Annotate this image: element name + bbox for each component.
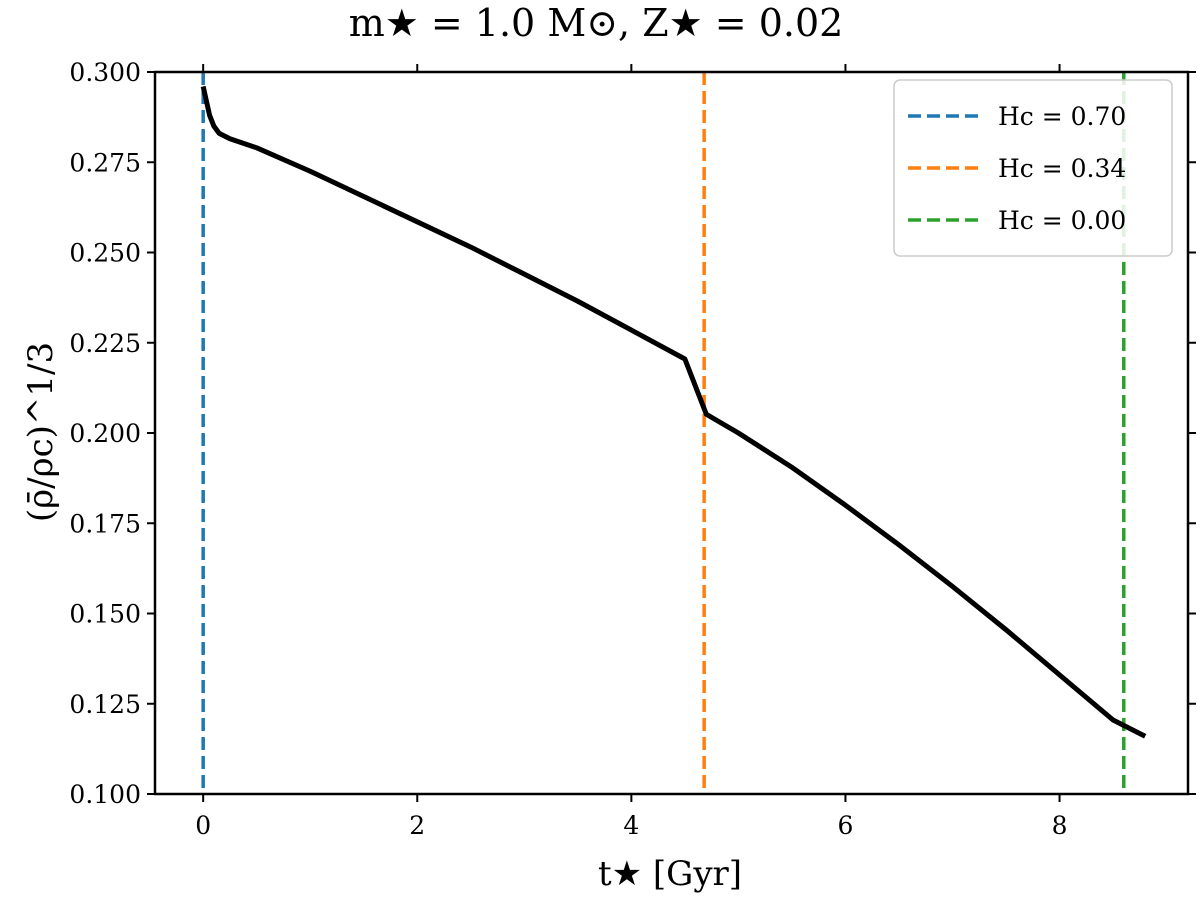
y-tick-label: 0.200	[69, 419, 141, 448]
y-tick-label: 0.125	[69, 690, 141, 719]
x-tick-label: 0	[195, 811, 211, 840]
y-tick-label: 0.275	[69, 148, 141, 177]
x-axis: 0 2 4 6 8	[195, 64, 1067, 840]
y-axis-label: (ρ̄/ρc)^1/3	[21, 342, 61, 522]
x-tick-label: 8	[1052, 811, 1068, 840]
series-line-0	[200, 85, 1147, 739]
x-tick-label: 2	[409, 811, 425, 840]
x-tick-label: 4	[623, 811, 639, 840]
legend-label: Hc = 0.34	[998, 154, 1126, 183]
y-tick-label: 0.250	[69, 239, 141, 268]
series-layer	[200, 85, 1147, 739]
x-tick-label: 6	[837, 811, 853, 840]
legend-box	[893, 79, 1173, 257]
y-tick-label: 0.150	[69, 600, 141, 629]
x-axis-label: t★ [Gyr]	[598, 854, 742, 894]
y-tick-label: 0.300	[69, 58, 141, 87]
legend-label: Hc = 0.70	[998, 102, 1126, 131]
y-tick-label: 0.175	[69, 509, 141, 538]
legend-label: Hc = 0.00	[998, 206, 1126, 235]
y-tick-label: 0.100	[69, 780, 141, 809]
chart-title: m★ = 1.0 M⊙, Z★ = 0.02	[349, 1, 844, 45]
y-tick-label: 0.225	[69, 329, 141, 358]
y-axis: 0.100 0.125 0.150 0.175 0.200 0.225 0.250 0.275…	[69, 58, 1196, 809]
legend: Hc = 0.70 Hc = 0.34 Hc = 0.00	[893, 79, 1173, 257]
